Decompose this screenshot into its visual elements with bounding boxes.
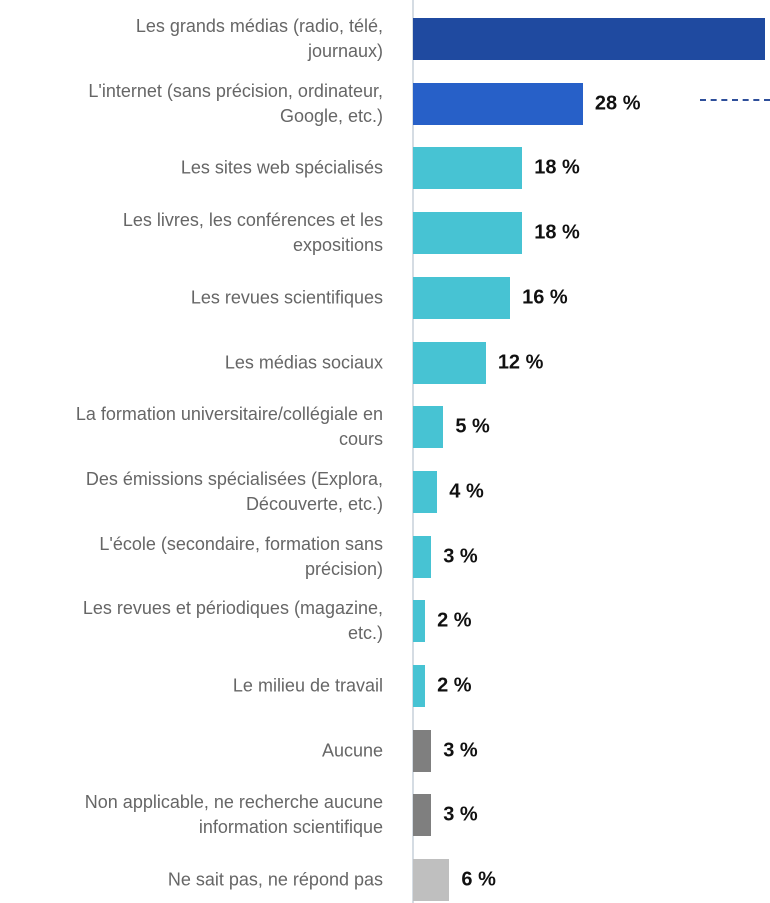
bar	[413, 212, 523, 255]
data-label: 4 %	[449, 480, 484, 503]
bar	[413, 470, 438, 513]
category-label: Les médias sociaux	[224, 352, 383, 372]
data-label: 3 %	[443, 545, 478, 568]
category-label: L'internet (sans précision, ordinateur, …	[88, 80, 383, 126]
dashed-line	[700, 99, 770, 101]
category-label: La formation universitaire/collégiale en…	[75, 404, 383, 450]
category-label: Les revues et périodiques (magazine, etc…	[82, 598, 383, 644]
bar	[413, 600, 426, 643]
category-label: Les grands médias (radio, télé, journaux…	[135, 16, 383, 61]
data-label: 18 %	[534, 156, 580, 179]
bar	[413, 859, 450, 902]
category-label: Les revues scientifiques	[190, 287, 383, 308]
data-label: 18 %	[534, 221, 580, 244]
axis-line	[412, 0, 414, 903]
category-label: Aucune	[321, 740, 383, 761]
category-label: Des émissions spécialisées (Explora, Déc…	[85, 468, 383, 514]
category-label: Le milieu de travail	[232, 675, 383, 696]
bar	[413, 535, 432, 578]
data-label: 3 %	[443, 739, 478, 762]
bar	[413, 276, 511, 319]
data-label: 16 %	[522, 286, 568, 309]
data-label: 28 %	[594, 92, 641, 115]
bar	[413, 794, 432, 837]
bar	[413, 18, 765, 60]
category-label: Les livres, les conférences et les expos…	[122, 210, 383, 256]
bar	[413, 341, 486, 384]
category-label: Non applicable, ne recherche aucune info…	[84, 792, 383, 838]
category-label: Ne sait pas, ne répond pas	[167, 869, 383, 890]
data-label: 2 %	[437, 609, 472, 632]
data-label: 3 %	[443, 803, 478, 826]
data-label: 2 %	[437, 674, 472, 697]
bar	[413, 82, 583, 125]
data-label: 12 %	[497, 351, 544, 373]
bar	[413, 406, 444, 449]
data-label: 6 %	[461, 868, 496, 891]
bar	[413, 665, 426, 707]
bar	[413, 147, 523, 190]
category-label: L'école (secondaire, formation sans préc…	[99, 533, 383, 579]
category-label: Les sites web spécialisés	[180, 157, 383, 178]
bar	[413, 729, 432, 772]
data-label: 5 %	[455, 415, 490, 438]
